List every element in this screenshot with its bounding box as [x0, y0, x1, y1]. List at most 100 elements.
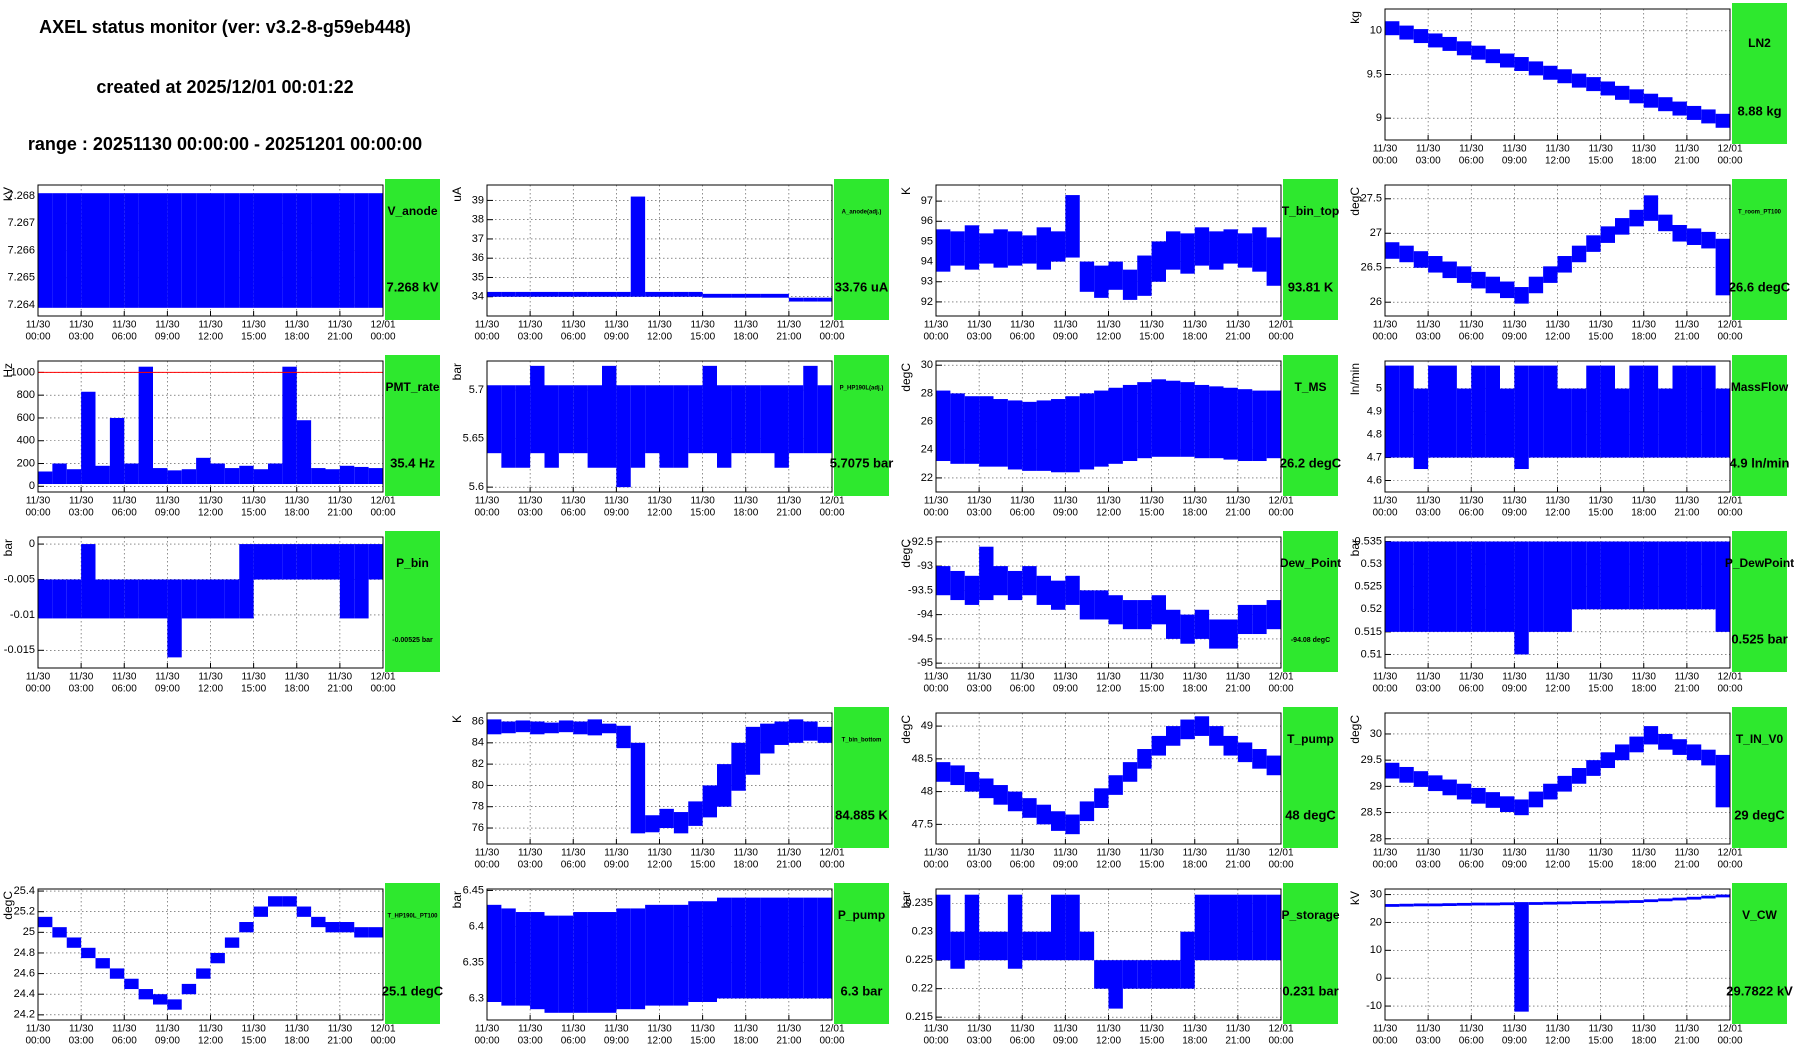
value-range: [673, 385, 689, 468]
value-range: [1442, 365, 1457, 458]
value-range: [66, 193, 82, 308]
x-tick-date: 11/30: [328, 672, 353, 683]
x-tick-date: 11/30: [1010, 672, 1035, 683]
status-name: T_MS: [1294, 380, 1326, 394]
x-tick-date: 11/30: [967, 848, 992, 859]
x-tick-time: 21:00: [776, 1036, 801, 1047]
value-range: [1399, 903, 1414, 907]
status-reading: 0.525 bar: [1731, 631, 1787, 646]
y-tick-label: 6.35: [463, 956, 484, 968]
value-range: [1122, 762, 1138, 782]
panel: 11/3000:0011/3003:0011/3006:0011/3009:00…: [1348, 3, 1787, 167]
value-range: [1266, 755, 1281, 776]
x-tick-time: 12:00: [198, 684, 223, 695]
y-tick-label: -0.01: [10, 609, 35, 621]
x-tick-date: 11/30: [1502, 672, 1527, 683]
value-range: [1672, 224, 1687, 242]
x-tick-time: 00:00: [819, 1036, 844, 1047]
x-tick-time: 00:00: [1717, 156, 1742, 167]
value-range: [1686, 541, 1702, 610]
value-range: [659, 904, 674, 1006]
value-range: [1252, 604, 1267, 635]
x-tick-time: 21:00: [1674, 156, 1699, 167]
x-tick-date: 11/30: [1226, 1024, 1251, 1035]
y-axis-label: uA: [450, 187, 464, 202]
value-range: [196, 968, 211, 979]
value-range: [1456, 266, 1472, 283]
value-range: [109, 417, 125, 485]
value-range: [1399, 365, 1414, 458]
x-tick-time: 00:00: [819, 508, 844, 519]
value-range: [95, 193, 110, 308]
value-range: [1701, 109, 1716, 124]
y-tick-label: -0.015: [4, 644, 35, 656]
value-range: [196, 579, 211, 619]
value-range: [573, 912, 588, 1013]
value-range: [1672, 541, 1687, 610]
value-range: [602, 723, 617, 734]
value-range: [702, 785, 717, 818]
y-tick-label: 38: [472, 214, 484, 226]
value-range: [1643, 726, 1659, 745]
x-tick-time: 09:00: [604, 332, 629, 343]
x-tick-date: 11/30: [1053, 1024, 1078, 1035]
x-tick-date: 11/30: [1632, 144, 1657, 155]
value-range: [1094, 788, 1109, 808]
x-tick-date: 11/30: [1139, 672, 1164, 683]
x-tick-date: 11/30: [924, 848, 949, 859]
value-range: [1658, 214, 1673, 232]
x-tick-date: 11/30: [1373, 848, 1398, 859]
value-range: [1065, 396, 1080, 473]
x-tick-time: 09:00: [155, 508, 180, 519]
value-range: [688, 291, 703, 297]
x-tick-time: 12:00: [1545, 332, 1570, 343]
value-range: [325, 922, 340, 933]
x-tick-time: 15:00: [1588, 508, 1613, 519]
x-tick-date: 11/30: [777, 496, 802, 507]
value-range: [1586, 365, 1601, 458]
status-box: [385, 883, 440, 1024]
value-range: [167, 470, 182, 485]
y-tick-label: 4.8: [1367, 428, 1382, 440]
value-range: [1237, 233, 1253, 268]
value-range: [1586, 760, 1601, 776]
value-range: [717, 897, 732, 999]
y-tick-label: 36: [472, 252, 484, 264]
panel: 11/3000:0011/3003:0011/3006:0011/3009:00…: [1, 179, 440, 343]
x-tick-date: 11/30: [1675, 144, 1700, 155]
x-tick-time: 00:00: [25, 1036, 50, 1047]
value-range: [731, 742, 746, 791]
value-range: [573, 385, 588, 454]
y-tick-label: 24.8: [14, 947, 35, 959]
status-name: T_HP190L_PT100: [387, 914, 438, 920]
x-tick-date: 12/01: [819, 496, 844, 507]
x-tick-time: 18:00: [1631, 508, 1656, 519]
x-tick-date: 11/30: [285, 320, 310, 331]
status-name: P_bin: [396, 556, 429, 570]
value-range: [1471, 271, 1486, 289]
x-tick-time: 00:00: [1268, 1036, 1293, 1047]
value-range: [1600, 752, 1615, 769]
value-range: [1514, 57, 1529, 72]
value-range: [1137, 960, 1152, 989]
value-range: [817, 897, 832, 999]
status-box: [1283, 707, 1338, 848]
y-axis-label: degC: [899, 715, 913, 744]
value-range: [1252, 227, 1267, 272]
x-tick-date: 11/30: [69, 496, 94, 507]
value-range: [616, 291, 631, 297]
value-range: [1209, 619, 1224, 649]
x-tick-date: 11/30: [561, 320, 586, 331]
y-tick-label: 96: [921, 215, 933, 227]
x-tick-time: 18:00: [733, 508, 758, 519]
status-name: P_DewPoint: [1725, 556, 1794, 570]
value-range: [1543, 783, 1558, 800]
y-axis-label: degC: [1348, 187, 1362, 216]
value-range: [645, 904, 660, 1006]
value-range: [1094, 960, 1109, 989]
x-tick-time: 00:00: [1268, 332, 1293, 343]
plot-frame: [37, 536, 384, 669]
value-range: [1399, 25, 1414, 40]
status-reading: 29.7822 kV: [1726, 983, 1793, 998]
y-tick-label: 0.225: [905, 954, 933, 966]
